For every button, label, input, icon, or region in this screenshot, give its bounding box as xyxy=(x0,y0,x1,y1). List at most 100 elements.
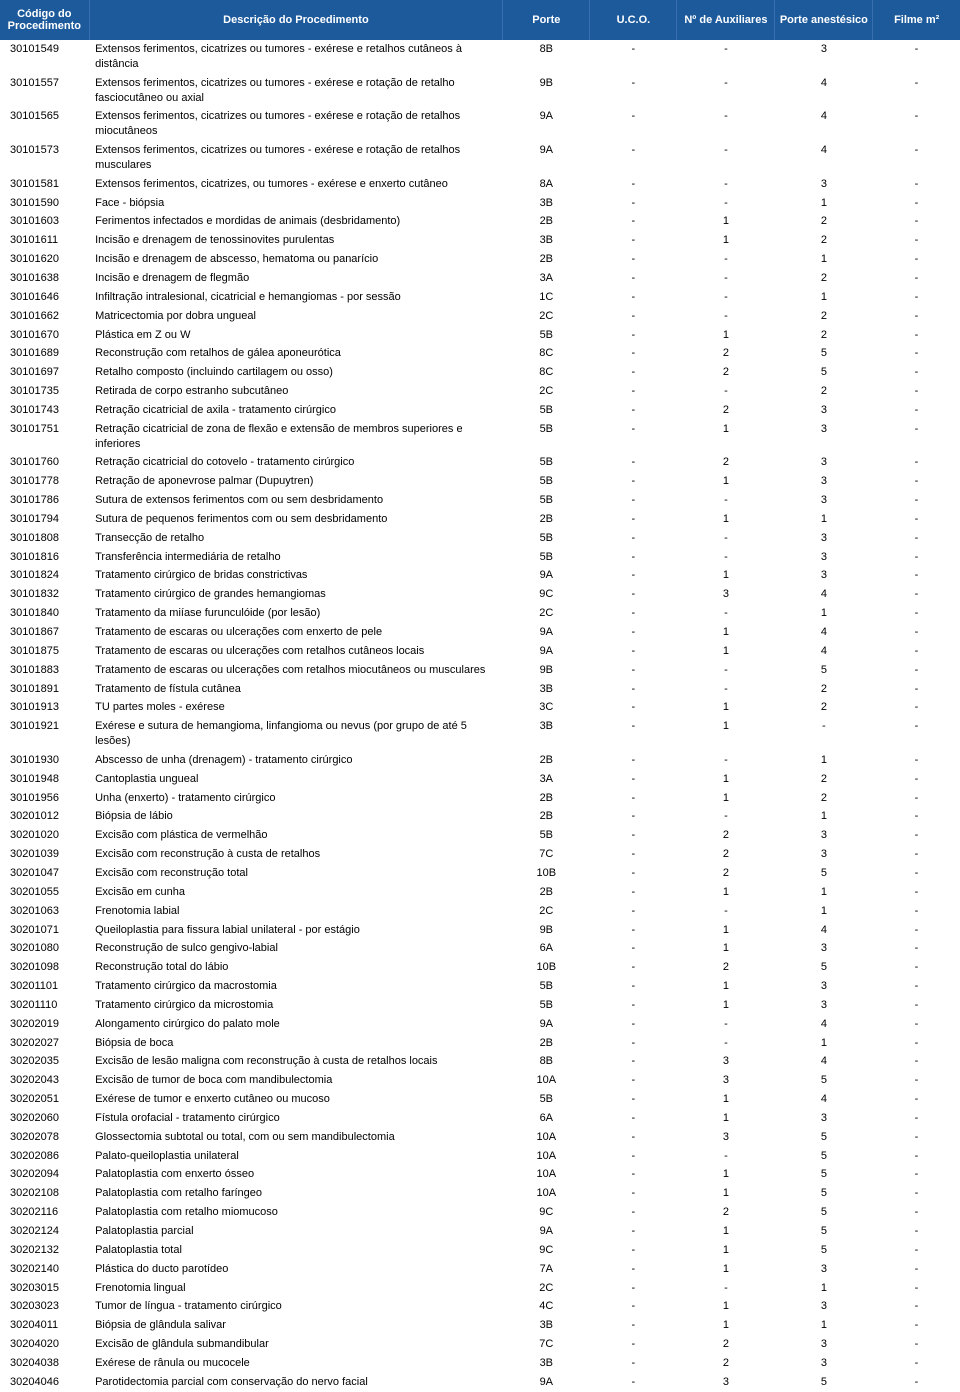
cell-uco: - xyxy=(590,141,677,175)
cell-porte: 5B xyxy=(503,826,590,845)
table-row: 30202140Plástica do ducto parotídeo7A-13… xyxy=(0,1260,960,1279)
cell-pa: 3 xyxy=(775,401,873,420)
header-porte: Porte xyxy=(503,0,590,40)
cell-porte: 10B xyxy=(503,958,590,977)
cell-desc: Tratamento da miíase furunculóide (por l… xyxy=(89,604,503,623)
cell-codigo: 30101921 xyxy=(0,717,89,751)
cell-porte: 9A xyxy=(503,642,590,661)
cell-codigo: 30202116 xyxy=(0,1203,89,1222)
table-row: 30101620Incisão e drenagem de abscesso, … xyxy=(0,250,960,269)
cell-uco: - xyxy=(590,212,677,231)
cell-filme: - xyxy=(873,453,960,472)
cell-aux: 1 xyxy=(677,770,775,789)
cell-filme: - xyxy=(873,1203,960,1222)
cell-pa: 5 xyxy=(775,1165,873,1184)
table-row: 30101930Abscesso de unha (drenagem) - tr… xyxy=(0,751,960,770)
table-row: 30202132Palatoplastia total9C-15- xyxy=(0,1241,960,1260)
cell-uco: - xyxy=(590,807,677,826)
cell-filme: - xyxy=(873,1297,960,1316)
cell-codigo: 30101573 xyxy=(0,141,89,175)
cell-codigo: 30101638 xyxy=(0,269,89,288)
cell-filme: - xyxy=(873,1052,960,1071)
table-row: 30201063Frenotomia labial2C--1- xyxy=(0,902,960,921)
cell-filme: - xyxy=(873,529,960,548)
cell-uco: - xyxy=(590,566,677,585)
cell-desc: Biópsia de glândula salivar xyxy=(89,1316,503,1335)
cell-aux: 1 xyxy=(677,1090,775,1109)
table-row: 30101565Extensos ferimentos, cicatrizes … xyxy=(0,107,960,141)
cell-desc: TU partes moles - exérese xyxy=(89,698,503,717)
cell-pa: 5 xyxy=(775,958,873,977)
cell-pa: 2 xyxy=(775,770,873,789)
cell-porte: 5B xyxy=(503,326,590,345)
cell-uco: - xyxy=(590,661,677,680)
cell-desc: Plástica em Z ou W xyxy=(89,326,503,345)
table-row: 30201110Tratamento cirúrgico da microsto… xyxy=(0,996,960,1015)
table-row: 30101670Plástica em Z ou W5B-12- xyxy=(0,326,960,345)
cell-aux: - xyxy=(677,250,775,269)
cell-desc: Excisão com plástica de vermelhão xyxy=(89,826,503,845)
cell-aux: 1 xyxy=(677,472,775,491)
cell-porte: 8B xyxy=(503,1052,590,1071)
table-row: 30204011Biópsia de glândula salivar3B-11… xyxy=(0,1316,960,1335)
cell-codigo: 30101930 xyxy=(0,751,89,770)
cell-pa: 4 xyxy=(775,585,873,604)
cell-uco: - xyxy=(590,307,677,326)
cell-aux: - xyxy=(677,1147,775,1166)
cell-uco: - xyxy=(590,175,677,194)
cell-uco: - xyxy=(590,789,677,808)
cell-aux: 1 xyxy=(677,642,775,661)
cell-filme: - xyxy=(873,661,960,680)
cell-pa: 4 xyxy=(775,1052,873,1071)
cell-uco: - xyxy=(590,717,677,751)
cell-uco: - xyxy=(590,288,677,307)
cell-pa: 5 xyxy=(775,1241,873,1260)
cell-pa: 3 xyxy=(775,1297,873,1316)
cell-porte: 2B xyxy=(503,250,590,269)
cell-codigo: 30202043 xyxy=(0,1071,89,1090)
table-row: 30202060Fístula orofacial - tratamento c… xyxy=(0,1109,960,1128)
cell-pa: 3 xyxy=(775,548,873,567)
cell-aux: - xyxy=(677,529,775,548)
cell-uco: - xyxy=(590,698,677,717)
table-row: 30101743Retração cicatricial de axila - … xyxy=(0,401,960,420)
cell-codigo: 30101840 xyxy=(0,604,89,623)
cell-aux: 3 xyxy=(677,1052,775,1071)
cell-aux: - xyxy=(677,40,775,74)
cell-codigo: 30101948 xyxy=(0,770,89,789)
cell-desc: Excisão com reconstrução total xyxy=(89,864,503,883)
cell-pa: 3 xyxy=(775,175,873,194)
cell-pa: 5 xyxy=(775,1128,873,1147)
cell-pa: 2 xyxy=(775,326,873,345)
cell-filme: - xyxy=(873,826,960,845)
cell-uco: - xyxy=(590,1109,677,1128)
cell-uco: - xyxy=(590,382,677,401)
cell-pa: 3 xyxy=(775,472,873,491)
cell-codigo: 30201020 xyxy=(0,826,89,845)
cell-codigo: 30101778 xyxy=(0,472,89,491)
cell-filme: - xyxy=(873,194,960,213)
cell-desc: Biópsia de lábio xyxy=(89,807,503,826)
cell-aux: 1 xyxy=(677,1109,775,1128)
cell-uco: - xyxy=(590,883,677,902)
cell-uco: - xyxy=(590,1316,677,1335)
cell-pa: 3 xyxy=(775,1260,873,1279)
cell-aux: 1 xyxy=(677,921,775,940)
cell-filme: - xyxy=(873,401,960,420)
header-descricao: Descrição do Procedimento xyxy=(89,0,503,40)
cell-codigo: 30203015 xyxy=(0,1279,89,1298)
cell-porte: 4C xyxy=(503,1297,590,1316)
table-row: 30202108Palatoplastia com retalho faríng… xyxy=(0,1184,960,1203)
cell-filme: - xyxy=(873,491,960,510)
cell-porte: 2C xyxy=(503,902,590,921)
cell-uco: - xyxy=(590,74,677,108)
cell-porte: 9C xyxy=(503,1241,590,1260)
cell-uco: - xyxy=(590,1184,677,1203)
cell-codigo: 30201110 xyxy=(0,996,89,1015)
cell-uco: - xyxy=(590,642,677,661)
cell-pa: 3 xyxy=(775,566,873,585)
cell-filme: - xyxy=(873,1260,960,1279)
cell-filme: - xyxy=(873,231,960,250)
cell-porte: 3B xyxy=(503,1316,590,1335)
cell-codigo: 30201047 xyxy=(0,864,89,883)
